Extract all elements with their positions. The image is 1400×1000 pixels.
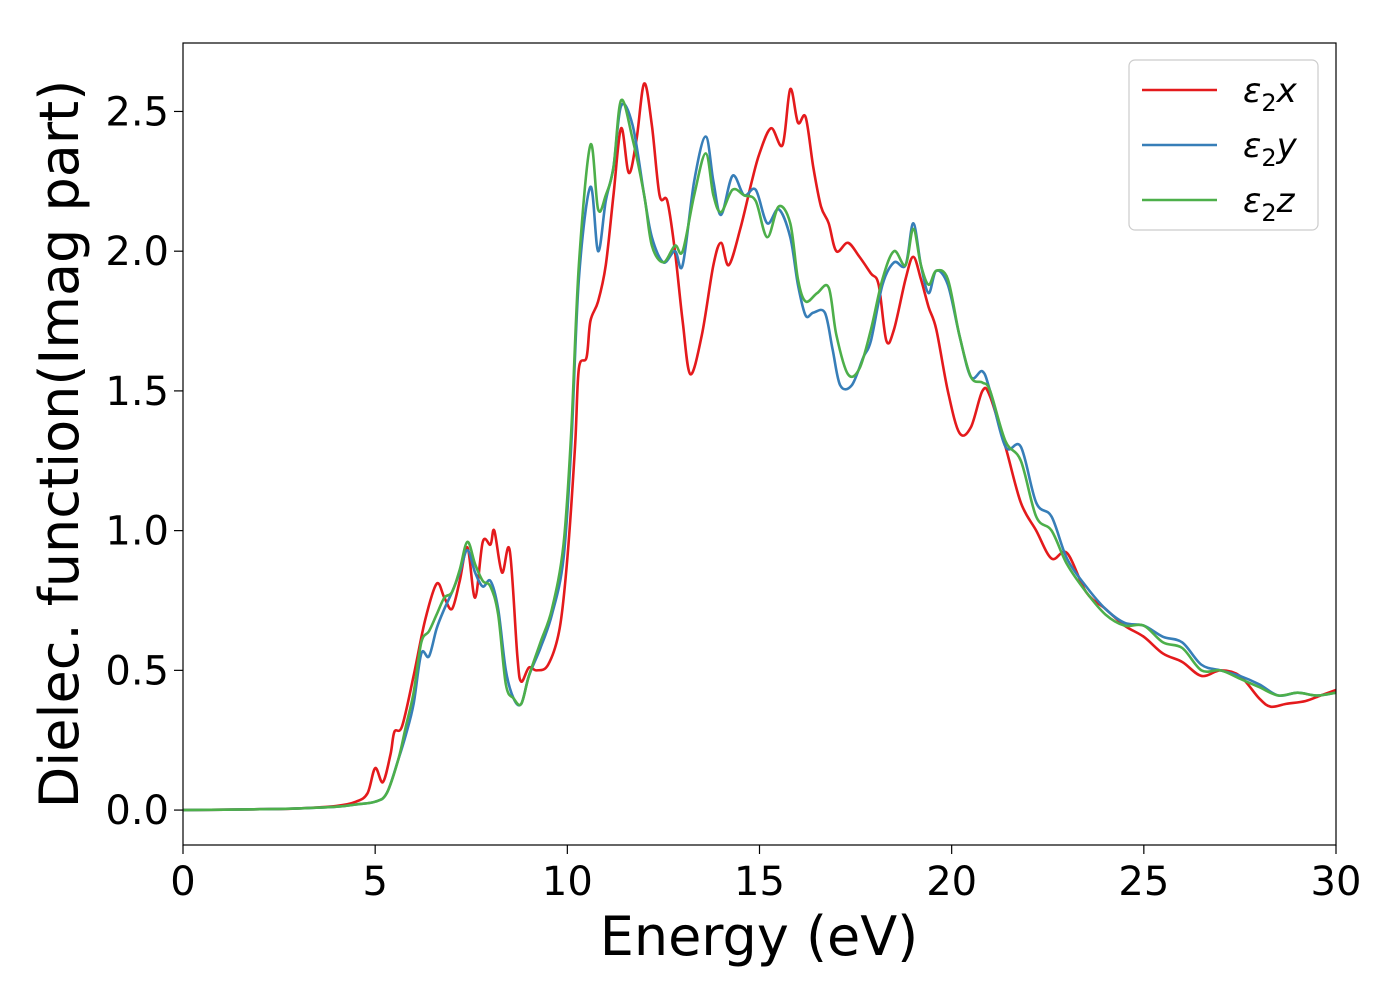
legend-label-eps2y: ε2y: [1243, 126, 1298, 172]
legend-label-eps2z: ε2z: [1243, 181, 1296, 227]
x-tick-label: 10: [542, 859, 593, 905]
y-tick-label: 2.0: [105, 229, 169, 275]
y-tick-label: 0.0: [105, 788, 169, 834]
y-tick-label: 1.5: [105, 369, 169, 415]
legend-label-eps2x: ε2x: [1243, 71, 1298, 117]
y-tick-label: 1.0: [105, 509, 169, 555]
x-tick-label: 30: [1311, 859, 1362, 905]
series-layer: [183, 82, 1336, 812]
legend-frame: [1128, 59, 1319, 231]
legend-label-axis: z: [1276, 181, 1296, 221]
legend-label-base: ε: [1243, 126, 1261, 166]
legend-label-axis: y: [1276, 126, 1298, 166]
legend-label-subscript: 2: [1261, 199, 1276, 227]
x-tick-label: 5: [362, 859, 387, 905]
x-tick-label: 20: [926, 859, 977, 905]
legend-label-base: ε: [1243, 181, 1261, 221]
legend-label-axis: x: [1276, 71, 1298, 111]
legend-label-base: ε: [1243, 71, 1261, 111]
x-tick-label: 0: [170, 859, 195, 905]
legend-label-subscript: 2: [1261, 89, 1276, 117]
series-line-eps2z: [183, 98, 1336, 812]
y-axis-title: Dielec. function(Imag part): [28, 80, 91, 809]
y-tick-label: 0.5: [105, 648, 169, 694]
x-tick-label: 25: [1118, 859, 1169, 905]
y-tick-label: 2.5: [105, 89, 169, 135]
x-axis-title: Energy (eV): [600, 905, 919, 968]
y-axis-ticks: 0.0 0.5 1.0 1.5 2.0 2.5: [105, 89, 183, 834]
legend-label-subscript: 2: [1261, 144, 1276, 172]
x-tick-label: 15: [734, 859, 785, 905]
x-axis-ticks: 0 5 10 15 20 25 30: [170, 845, 1361, 905]
